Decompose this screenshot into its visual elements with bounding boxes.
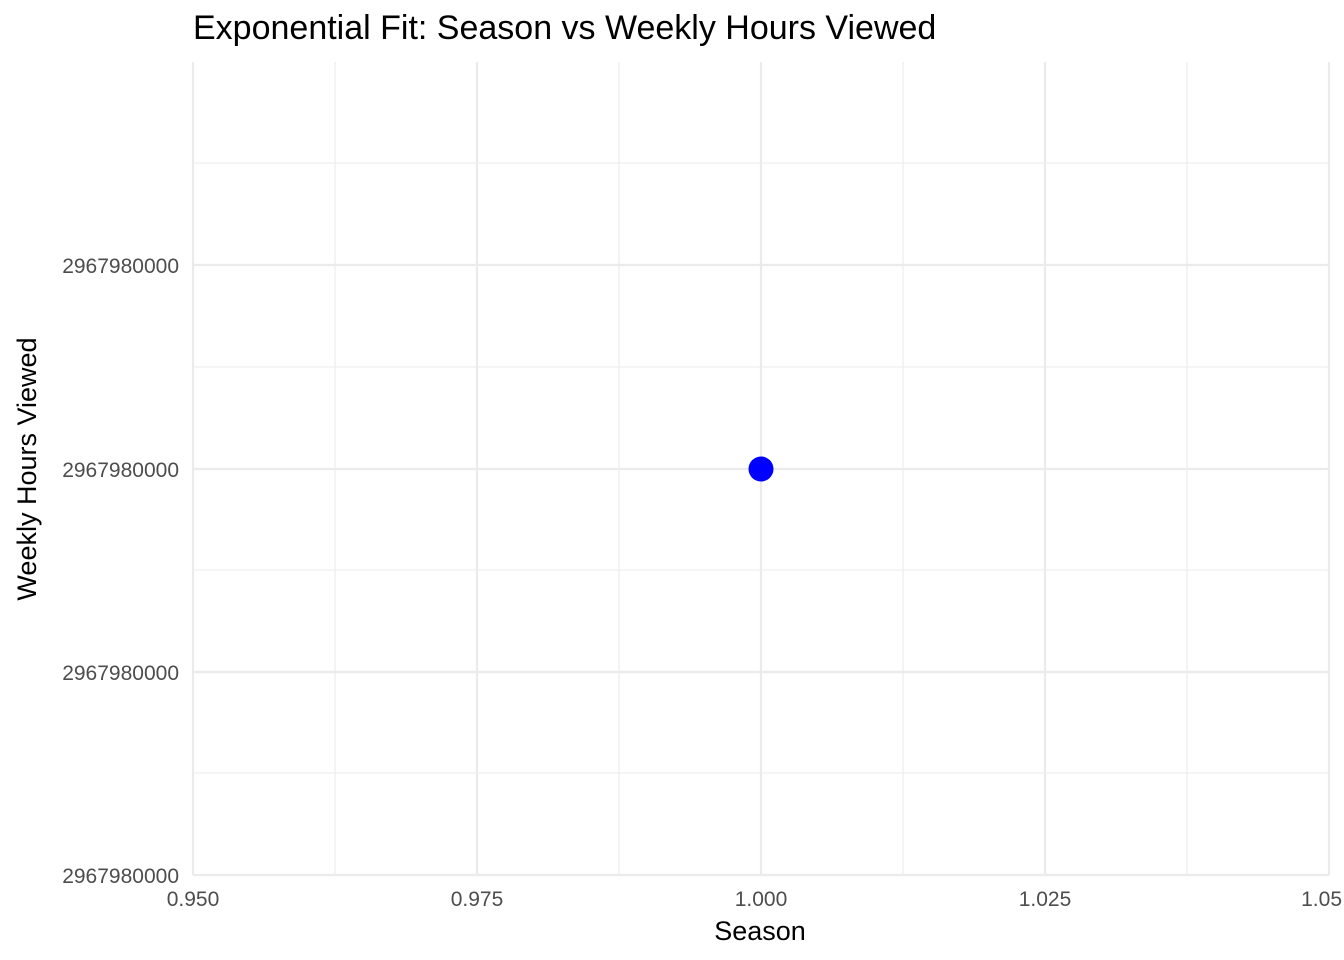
y-tick-label-2: 2967980000 [62,459,179,482]
x-tick-label-3: 1.025 [1019,888,1072,911]
y-tick-label-0: 2967980000 [62,865,179,888]
x-tick-label-1: 0.975 [451,888,504,911]
y-axis-title: Weekly Hours Viewed [12,337,42,600]
y-axis-tick-labels: 2967980000 2967980000 2967980000 2967980000 [62,255,179,888]
x-tick-label-4: 1.05 [1301,888,1342,911]
major-gridlines [191,62,1331,877]
y-tick-label-1: 2967980000 [62,662,179,685]
x-tick-label-0: 0.950 [167,888,220,911]
x-axis-tick-labels: 0.950 0.975 1.000 1.025 1.05 [167,888,1342,911]
y-tick-label-3: 2967980000 [62,255,179,278]
x-tick-label-2: 1.000 [735,888,788,911]
data-points [748,456,774,482]
data-point-0 [748,456,774,482]
chart-title: Exponential Fit: Season vs Weekly Hours … [193,9,936,47]
x-axis-title: Season [714,916,806,946]
